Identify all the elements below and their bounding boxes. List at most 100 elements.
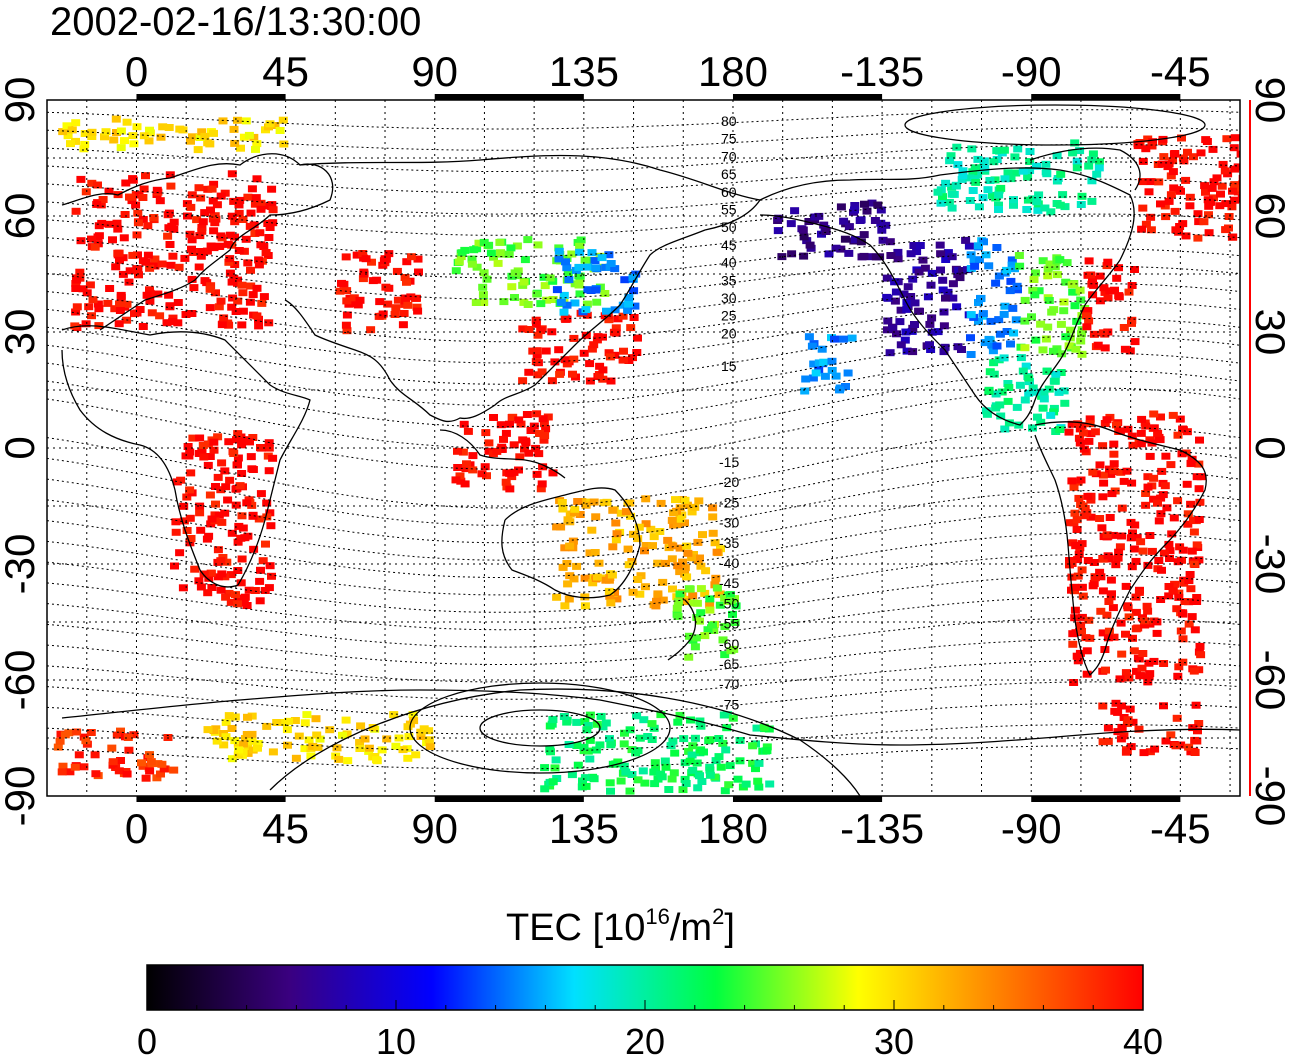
tec-cell bbox=[941, 294, 950, 302]
tec-cell bbox=[514, 416, 524, 424]
tec-cell bbox=[953, 161, 963, 169]
tec-cell bbox=[230, 233, 239, 241]
tec-cell bbox=[583, 263, 593, 271]
tec-cell bbox=[508, 413, 518, 421]
tec-cell bbox=[451, 476, 461, 484]
tec-cell bbox=[1088, 582, 1098, 590]
tec-cell bbox=[186, 535, 196, 542]
tec-cell bbox=[619, 740, 629, 748]
tec-cell bbox=[1052, 271, 1062, 279]
tec-cell bbox=[1137, 415, 1147, 423]
tec-cell bbox=[203, 139, 213, 147]
tec-cell bbox=[773, 227, 783, 235]
tec-cell bbox=[532, 351, 542, 359]
tec-cell bbox=[1184, 620, 1194, 628]
tec-cell bbox=[759, 723, 769, 731]
tec-cell bbox=[145, 767, 155, 775]
tec-cell bbox=[1171, 226, 1181, 234]
tec-cell bbox=[1230, 181, 1240, 189]
coast-africa bbox=[61, 325, 311, 588]
tec-cell bbox=[192, 216, 202, 224]
coast-indonesia bbox=[439, 429, 566, 479]
tec-cell bbox=[939, 322, 949, 330]
contour-label-south: -15 bbox=[719, 454, 739, 470]
tec-cell bbox=[574, 272, 584, 280]
tec-cell bbox=[116, 757, 125, 764]
tec-cell bbox=[522, 411, 532, 418]
graticule-grid bbox=[47, 100, 1240, 796]
tec-cell bbox=[1088, 275, 1097, 283]
tec-cell bbox=[243, 193, 253, 201]
tec-cell bbox=[976, 294, 986, 302]
tec-cell bbox=[687, 751, 697, 759]
tec-cell bbox=[1010, 265, 1019, 273]
tec-cell bbox=[882, 293, 892, 301]
tec-cell bbox=[178, 584, 188, 592]
tec-cell bbox=[223, 496, 233, 504]
tec-cell bbox=[1173, 672, 1183, 680]
tec-cell bbox=[705, 606, 715, 614]
tec-cell bbox=[669, 769, 679, 777]
tec-cell bbox=[1188, 724, 1198, 732]
magnetic-contour bbox=[47, 370, 1240, 449]
tec-cell bbox=[66, 140, 75, 148]
tec-cell bbox=[633, 535, 643, 543]
tec-cell bbox=[628, 274, 638, 281]
tec-cell bbox=[227, 170, 237, 178]
tec-cell bbox=[87, 312, 96, 320]
tec-cell bbox=[206, 569, 216, 577]
tec-cell bbox=[242, 499, 252, 507]
tec-cell bbox=[718, 636, 728, 644]
tec-cell bbox=[1103, 737, 1113, 745]
tec-cell bbox=[1108, 531, 1118, 539]
tec-cell bbox=[72, 276, 82, 284]
contour-label-south: -55 bbox=[719, 616, 739, 632]
tec-cell bbox=[1176, 627, 1186, 635]
tec-cell bbox=[604, 349, 614, 357]
contour-label-south: -25 bbox=[719, 494, 739, 510]
contour-label-north: 45 bbox=[721, 237, 737, 253]
tec-cell bbox=[453, 447, 462, 455]
tec-cell bbox=[969, 256, 979, 264]
tec-cell bbox=[1052, 152, 1062, 160]
tec-cell bbox=[799, 252, 809, 260]
tec-cell bbox=[171, 518, 181, 526]
tec-cell bbox=[605, 735, 614, 743]
tec-cell bbox=[979, 238, 988, 246]
tec-cell bbox=[1003, 397, 1013, 405]
tec-cell bbox=[572, 718, 582, 726]
tec-cell bbox=[629, 314, 639, 321]
tec-cell bbox=[633, 334, 642, 342]
tec-cell bbox=[938, 193, 947, 201]
tec-cell bbox=[1020, 396, 1030, 404]
tec-cell bbox=[186, 469, 196, 477]
tec-cell bbox=[1160, 202, 1170, 210]
tec-cell bbox=[1022, 206, 1032, 213]
tec-cell bbox=[1023, 196, 1033, 204]
tec-cell bbox=[948, 294, 958, 302]
tec-cell bbox=[85, 281, 95, 289]
tec-cell bbox=[134, 271, 143, 279]
tec-cell bbox=[215, 242, 225, 250]
tec-cell bbox=[802, 237, 812, 245]
tec-cell bbox=[416, 733, 426, 740]
tec-cell bbox=[55, 737, 65, 745]
tec-cell bbox=[552, 593, 562, 601]
tec-cell bbox=[90, 751, 100, 759]
tec-cell bbox=[262, 722, 272, 730]
tec-cell bbox=[1023, 173, 1033, 181]
tec-cell bbox=[1082, 670, 1092, 678]
tec-cell bbox=[96, 201, 106, 209]
tec-cell bbox=[877, 226, 887, 234]
tec-cell bbox=[580, 256, 590, 264]
tec-cell bbox=[197, 223, 207, 231]
tec-cell bbox=[223, 240, 233, 248]
tec-cell bbox=[352, 251, 362, 259]
tec-cell bbox=[667, 555, 677, 563]
tec-cell bbox=[1146, 226, 1156, 234]
tec-cell bbox=[332, 744, 342, 752]
tec-cell bbox=[230, 261, 240, 268]
tec-cell bbox=[342, 287, 352, 295]
tec-cell bbox=[1138, 178, 1148, 186]
tec-cell bbox=[453, 464, 463, 471]
